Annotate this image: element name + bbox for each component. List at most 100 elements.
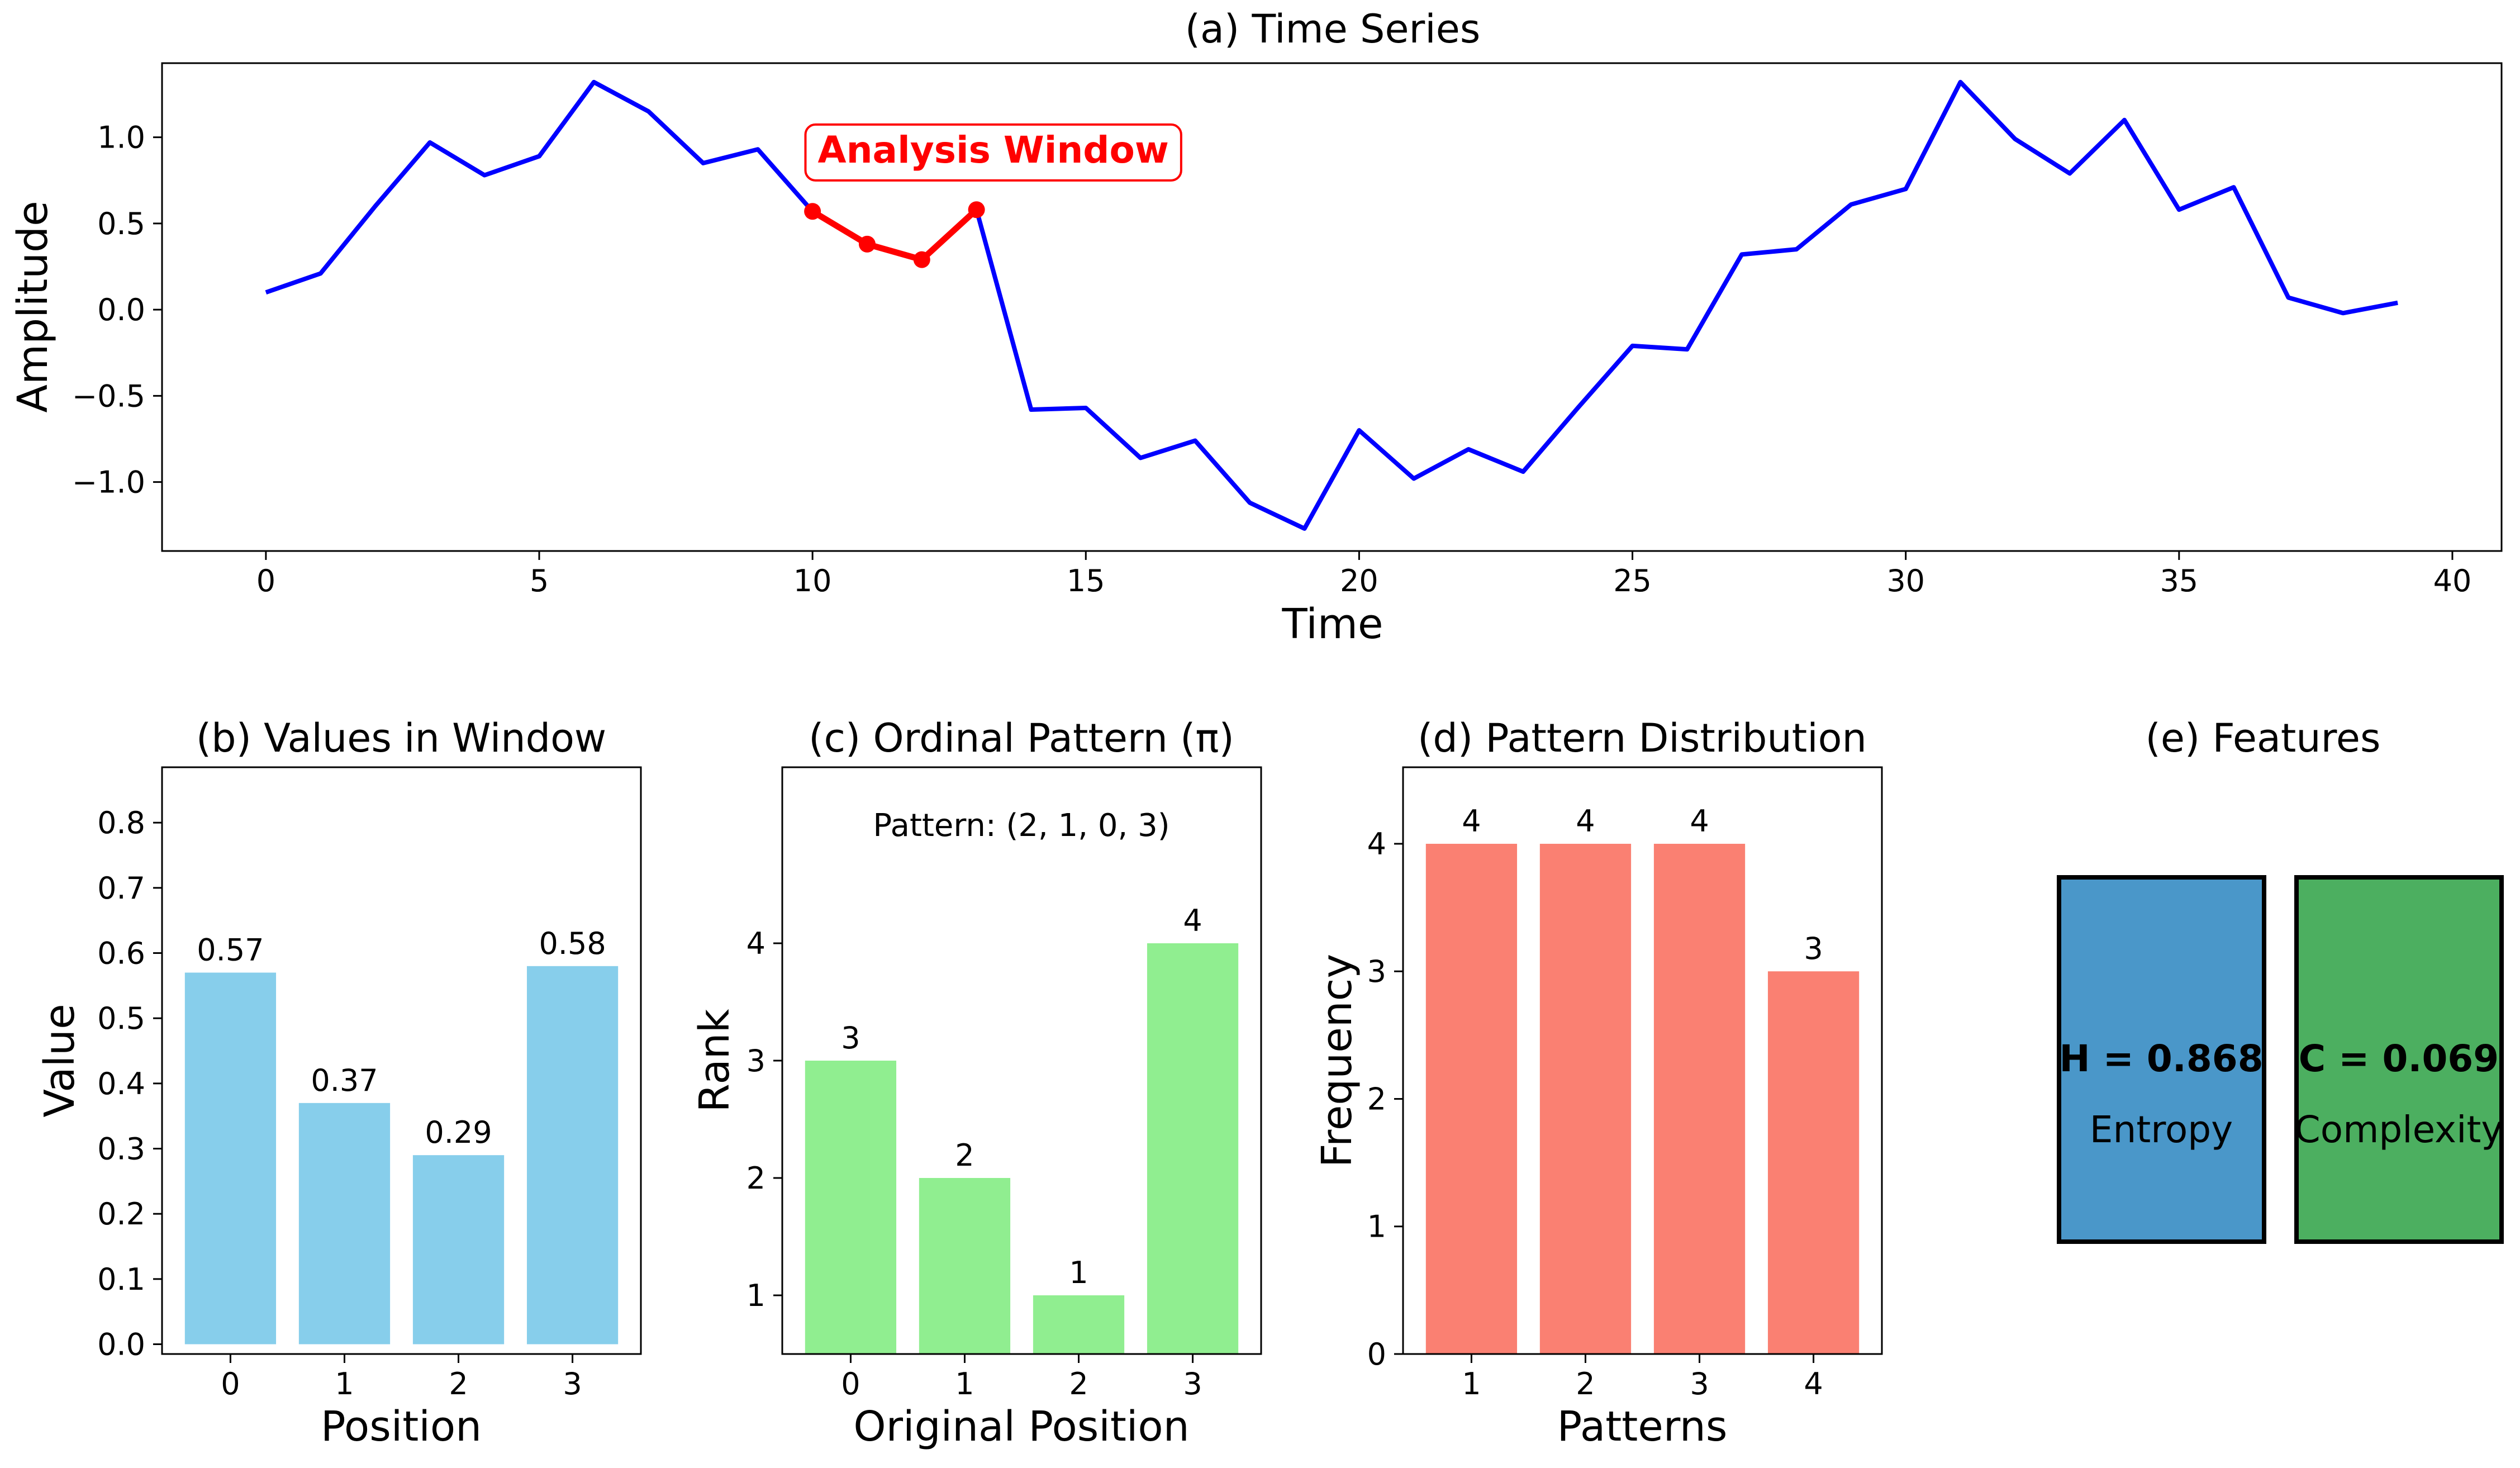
x-tick-label: 1 (1462, 1366, 1481, 1402)
analysis-window-point (804, 203, 821, 220)
y-tick-label: 2 (747, 1161, 765, 1196)
y-tick-label: 0.5 (97, 206, 145, 241)
bar (298, 1103, 391, 1345)
values-in-window-bars: 0.57 0.37 0.29 0.58 (184, 926, 619, 1345)
y-tick-label: −0.5 (72, 378, 145, 414)
values-in-window-plot-area (161, 766, 642, 1355)
pattern-distribution-xlabel: Patterns (1557, 1403, 1728, 1451)
analysis-window-markers (804, 201, 985, 268)
bar (1147, 943, 1239, 1354)
ordinal-pattern-ylabel: Rank (691, 1009, 739, 1112)
ordinal-pattern-annotation: Pattern: (2, 1, 0, 3) (873, 807, 1169, 844)
y-tick-label: 0.4 (97, 1066, 145, 1101)
y-tick-label: 0.0 (97, 292, 145, 327)
values-in-window-axes: 0 1 2 3 0.0 0.1 0.2 0.3 0.4 0.5 0.6 0.7 0.8 (97, 805, 582, 1402)
analysis-window-line (811, 207, 979, 263)
bar (1539, 843, 1632, 1354)
bar (412, 1155, 505, 1345)
bar (1653, 843, 1746, 1354)
bar-value-label: 3 (1804, 931, 1823, 966)
x-tick-label: 4 (1804, 1366, 1823, 1402)
ordinal-pattern-xlabel: Original Position (853, 1403, 1189, 1451)
y-tick-label: 3 (1367, 954, 1386, 989)
x-tick-label: 5 (530, 563, 549, 598)
ordinal-pattern-bars: 3 2 1 4 (805, 903, 1239, 1354)
bar-value-label: 4 (1690, 804, 1709, 839)
analysis-window-point (858, 235, 876, 253)
y-tick-label: 0.0 (97, 1327, 145, 1362)
bar (1767, 971, 1860, 1354)
x-tick-label: 1 (335, 1366, 354, 1402)
pattern-distribution-ylabel: Frequency (1313, 954, 1361, 1167)
pattern-distribution-title: (d) Pattern Distribution (1418, 715, 1867, 761)
bar (1425, 843, 1518, 1354)
entropy-box (2057, 875, 2266, 1244)
ordinal-pattern-title: (c) Ordinal Pattern (π) (809, 715, 1234, 761)
time-series-line (265, 79, 2398, 531)
values-in-window-ylabel: Value (36, 1004, 84, 1117)
values-in-window-panel: (b) Values in Window 0.57 0.37 0.29 0.58 0 1… (36, 715, 642, 1451)
y-tick-label: 1.0 (97, 120, 145, 155)
values-in-window-title: (b) Values in Window (196, 715, 606, 761)
analysis-window-label: Analysis Window (817, 129, 1168, 172)
analysis-window-label-box (804, 123, 1182, 182)
time-series-xlabel: Time (1281, 600, 1383, 648)
x-tick-label: 15 (1067, 563, 1105, 598)
y-tick-label: 1 (747, 1278, 765, 1313)
x-tick-label: 3 (1183, 1366, 1202, 1402)
bar (526, 966, 619, 1345)
bar (919, 1178, 1011, 1354)
analysis-window-annotation: Analysis Window (804, 123, 1182, 182)
complexity-value: C = 0.069 (2299, 1037, 2499, 1080)
y-tick-label: 3 (747, 1043, 765, 1079)
x-tick-label: 40 (2433, 563, 2472, 598)
pattern-distribution-bars: 4 4 4 3 (1425, 804, 1860, 1354)
bar-value-label: 2 (955, 1138, 974, 1173)
y-tick-label: 0.6 (97, 936, 145, 971)
analysis-window-point (913, 251, 930, 268)
analysis-window-point (968, 201, 985, 218)
bar (184, 972, 277, 1345)
y-tick-label: −1.0 (72, 465, 145, 500)
x-tick-label: 0 (841, 1366, 860, 1402)
time-series-plot-area (161, 62, 2503, 552)
ordinal-pattern-plot-area (781, 766, 1262, 1355)
x-tick-label: 0 (256, 563, 275, 598)
pattern-distribution-axes: 1 2 3 4 0 1 2 3 4 (1367, 826, 1823, 1402)
bar-value-label: 0.29 (425, 1115, 492, 1150)
bar-value-label: 0.57 (197, 933, 264, 968)
time-series-ylabel: Amplitude (9, 201, 57, 412)
bar-value-label: 0.58 (539, 926, 606, 961)
y-tick-label: 4 (1367, 826, 1386, 862)
y-tick-label: 4 (747, 926, 765, 961)
time-series-axes: 0 5 10 15 20 25 30 35 40 −1.0 −0.5 0.0 0.5 1.0 (72, 120, 2471, 598)
x-tick-label: 10 (793, 563, 832, 598)
entropy-value: H = 0.868 (2059, 1037, 2263, 1080)
x-tick-label: 25 (1613, 563, 1652, 598)
features-panel: (e) Features H = 0.868 Entropy C = 0.069… (2057, 715, 2504, 1244)
y-tick-label: 1 (1367, 1209, 1386, 1244)
bar-value-label: 3 (841, 1020, 860, 1056)
complexity-box (2294, 875, 2504, 1244)
bar-value-label: 0.37 (311, 1063, 378, 1098)
bar (1033, 1295, 1125, 1354)
y-tick-label: 0.7 (97, 871, 145, 906)
ordinal-pattern-panel: (c) Ordinal Pattern (π) Pattern: (2, 1, … (691, 715, 1262, 1451)
y-tick-label: 0.1 (97, 1262, 145, 1297)
x-tick-label: 30 (1886, 563, 1925, 598)
bar-value-label: 1 (1069, 1255, 1088, 1290)
bar-value-label: 4 (1462, 804, 1481, 839)
y-tick-label: 0.8 (97, 805, 145, 840)
ordinal-pattern-axes: 0 1 2 3 1 2 3 4 (747, 926, 1202, 1402)
x-tick-label: 1 (955, 1366, 974, 1402)
bar (805, 1061, 897, 1354)
x-tick-label: 2 (1576, 1366, 1595, 1402)
x-tick-label: 0 (221, 1366, 240, 1402)
values-in-window-xlabel: Position (321, 1403, 482, 1451)
features-title: (e) Features (2146, 715, 2381, 761)
x-tick-label: 35 (2160, 563, 2198, 598)
x-tick-label: 2 (449, 1366, 468, 1402)
y-tick-label: 0 (1367, 1337, 1386, 1372)
y-tick-label: 0.3 (97, 1132, 145, 1167)
